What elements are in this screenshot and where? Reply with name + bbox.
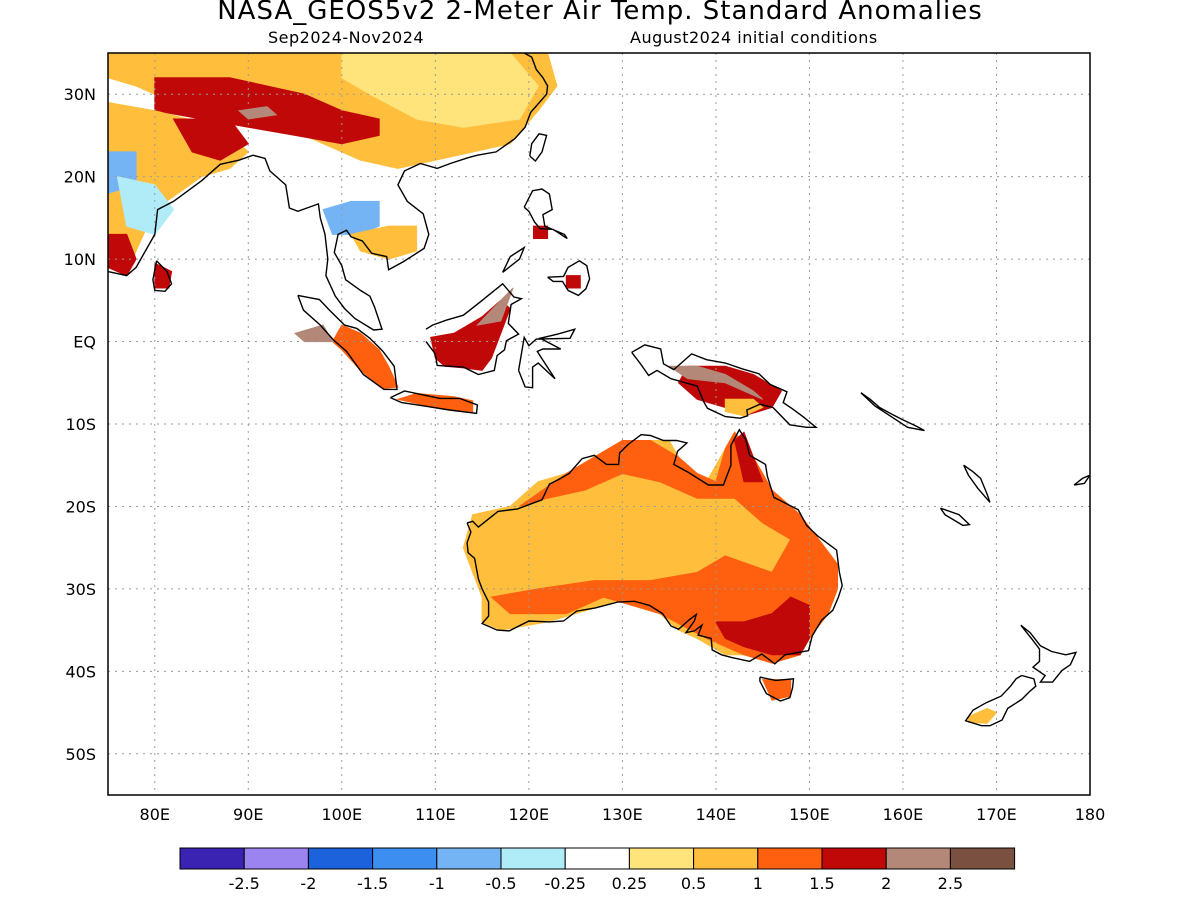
coastline	[425, 282, 524, 376]
legend-label: 1	[753, 874, 763, 893]
coastline	[963, 464, 991, 503]
lat-label: 10S	[65, 415, 96, 434]
legend-label: -0.25	[544, 874, 585, 893]
lat-label: 40S	[65, 662, 96, 681]
region-india-lightblue	[116, 176, 175, 235]
legend-swatch	[821, 847, 887, 870]
region-tasmania	[761, 679, 792, 701]
lon-label: 130E	[602, 805, 643, 824]
lon-label: 80E	[140, 805, 170, 824]
lat-label: 20S	[65, 497, 96, 516]
legend-label: 0.25	[612, 874, 648, 893]
region-new-guinea-brown	[667, 365, 764, 400]
legend-swatch	[628, 847, 695, 870]
legend-label: -1.5	[357, 874, 388, 893]
lat-label: 20N	[64, 168, 96, 187]
legend-swatch	[564, 847, 630, 870]
legend-swatch	[693, 847, 759, 870]
legend-label: 1.5	[809, 874, 834, 893]
lon-label: 160E	[883, 805, 924, 824]
coastline	[502, 245, 526, 273]
coastline	[297, 294, 398, 391]
legend-swatch	[500, 847, 566, 870]
lon-label: 150E	[789, 805, 830, 824]
coastline	[547, 259, 591, 297]
lat-label: 30S	[65, 580, 96, 599]
grid-lines	[108, 53, 1090, 795]
lat-label: 50S	[65, 745, 96, 764]
region-australia-red-southeast	[715, 596, 810, 656]
anomaly-fills	[108, 53, 998, 724]
lon-label: 170E	[976, 805, 1017, 824]
region-china-yellow	[341, 53, 539, 128]
legend-swatch	[179, 847, 245, 870]
legend-swatch	[949, 847, 1016, 870]
legend-label: -2.5	[229, 874, 260, 893]
region-india-red-south	[108, 233, 137, 277]
coastline	[108, 53, 549, 331]
lat-label: 30N	[64, 85, 96, 104]
coastlines	[108, 53, 1090, 727]
lat-label: 10N	[64, 250, 96, 269]
latitude-labels: 30N 20N 10N EQ 10S 20S 30S 40S 50S	[64, 85, 96, 764]
coastline	[466, 428, 843, 665]
lon-label: 120E	[509, 805, 550, 824]
legend-label: -0.5	[485, 874, 516, 893]
legend-label: 2.5	[938, 874, 963, 893]
region-sumatra	[331, 324, 399, 390]
coastline	[964, 674, 1037, 727]
lon-label: 180	[1075, 805, 1106, 824]
legend-swatch	[307, 847, 374, 870]
coastline	[631, 344, 818, 428]
map-title: NASA_GEOS5v2 2-Meter Air Temp. Standard …	[217, 0, 983, 26]
period-subtitle: Sep2024-Nov2024	[268, 28, 425, 47]
lon-label: 110E	[415, 805, 456, 824]
coastline	[1073, 474, 1090, 486]
lat-label: EQ	[73, 333, 96, 352]
coastline	[390, 390, 479, 415]
legend-swatch	[436, 847, 502, 870]
plot-frame	[107, 52, 1091, 796]
region-indochina-blue	[322, 200, 380, 235]
coastline	[517, 328, 577, 389]
region-new-guinea-orange	[724, 398, 764, 417]
region-india-red-north	[172, 118, 250, 161]
coastline	[860, 392, 925, 432]
coastline	[523, 188, 568, 240]
coastline	[759, 676, 795, 702]
lon-label: 100E	[321, 805, 362, 824]
legend-label: 0.5	[681, 874, 706, 893]
legend-swatch	[885, 847, 951, 870]
legend-label: -1	[429, 874, 445, 893]
region-borneo-brown	[475, 287, 514, 326]
longitude-labels: 80E 90E 100E 110E 120E 130E 140E 150E 160E 170E 18…	[140, 805, 1106, 824]
coastline	[152, 260, 173, 293]
region-indochina-orange	[350, 225, 418, 260]
initial-conditions-subtitle: August2024 initial conditions	[630, 28, 878, 47]
lon-label: 140E	[696, 805, 737, 824]
legend-swatch	[757, 847, 823, 870]
coastline	[939, 507, 971, 527]
legend-label: -2	[300, 874, 316, 893]
legend-swatch	[243, 847, 309, 870]
legend-swatch	[372, 847, 438, 870]
region-mindanao-red	[565, 275, 581, 289]
coastline	[529, 133, 548, 163]
lon-label: 90E	[233, 805, 263, 824]
legend-label: 2	[881, 874, 891, 893]
coastline	[1020, 624, 1078, 683]
color-legend: -2.5 -2 -1.5 -1 -0.5 -0.25 0.25 0.5 1 1.5 2 2.5	[179, 847, 1016, 893]
